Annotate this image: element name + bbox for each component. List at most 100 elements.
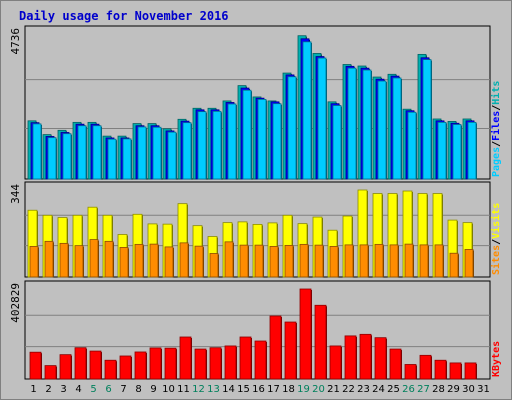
day-label: 25 (387, 384, 400, 395)
sites-bar (314, 244, 324, 278)
pages-bar (257, 98, 267, 180)
kbytes-bar (404, 364, 417, 380)
sites-bar (299, 243, 309, 278)
pages-bar (317, 57, 327, 180)
sites-bar (239, 244, 249, 278)
kbytes-bar (284, 321, 297, 380)
day-label: 1 (30, 384, 36, 395)
kbytes-max-label: 402829 (9, 283, 22, 323)
sites-bar (134, 243, 144, 278)
sites-bar (404, 243, 414, 278)
pages-bar (437, 121, 447, 180)
pages-bar (167, 131, 177, 180)
sites-bar (329, 245, 339, 278)
kbytes-bar (314, 304, 327, 380)
chart-title: Daily usage for November 2016 (19, 9, 229, 23)
kbytes-bar (89, 350, 102, 380)
day-label: 11 (177, 384, 190, 395)
pages-bar (197, 111, 207, 180)
sites-bar (44, 240, 54, 278)
pages-bar (362, 69, 372, 180)
pages-bar (332, 105, 342, 180)
day-label: 3 (60, 384, 66, 395)
day-label: 22 (342, 384, 355, 395)
sites-bar (254, 244, 264, 278)
pages-bar (107, 138, 117, 180)
sites-bar (119, 247, 129, 278)
sites-bar (359, 244, 369, 278)
kbytes-bar (164, 347, 177, 380)
pages-bar (392, 77, 402, 180)
sites-bar (104, 240, 114, 278)
kbytes-bar (239, 336, 252, 380)
day-label: 4 (75, 384, 81, 395)
pages-bar (242, 89, 252, 180)
sites-bar (179, 242, 189, 278)
sites-bar (374, 243, 384, 278)
kbytes-bar (74, 347, 87, 380)
kbytes-bar (44, 365, 57, 380)
kbytes-bar (119, 355, 132, 380)
pages-bar (377, 80, 387, 180)
kbytes-bar (209, 347, 222, 380)
sites-bar (284, 244, 294, 278)
day-label: 19 (297, 384, 310, 395)
legend-separator: / (491, 105, 502, 111)
kbytes-bar (224, 345, 237, 380)
day-label: 13 (207, 384, 220, 395)
kbytes-bar (269, 315, 282, 380)
kbytes-bar (344, 335, 357, 380)
pages-bar (182, 122, 192, 180)
pages-bar (287, 76, 297, 180)
day-label: 6 (105, 384, 111, 395)
day-label: 5 (90, 384, 96, 395)
visits_sites-side-legend: Sites/Visits (490, 203, 502, 275)
sites-bar (434, 244, 444, 278)
sites-bar (449, 252, 459, 278)
pages-bar (137, 126, 147, 180)
hits_files_pages-side-legend: Pages/Files/Hits (490, 81, 502, 177)
day-label: 12 (192, 384, 205, 395)
sites-bar (194, 245, 204, 278)
kbytes-bar (374, 337, 387, 380)
day-label: 15 (237, 384, 250, 395)
kbytes-bar (149, 347, 162, 380)
sites-bar (464, 249, 474, 278)
pages-bar (152, 126, 162, 180)
kbytes-bar (299, 288, 312, 380)
pages-bar (302, 41, 312, 180)
kbytes-bar (134, 351, 147, 380)
kbytes-bar (329, 345, 342, 380)
pages-bar (272, 103, 282, 180)
day-label: 14 (222, 384, 235, 395)
sites-bar (269, 245, 279, 278)
kbytes-bar (449, 362, 462, 380)
day-label: 9 (150, 384, 156, 395)
pages-bar (122, 138, 132, 180)
legend-kbytes: KBytes (491, 341, 502, 377)
pages-bar (452, 124, 462, 180)
day-label: 26 (402, 384, 415, 395)
kbytes-side-legend: KBytes (491, 341, 502, 377)
sites-bar (149, 243, 159, 278)
pages-bar (227, 103, 237, 180)
kbytes-bar (464, 362, 477, 380)
legend-pages: Pages (491, 147, 502, 177)
pages-bar (407, 111, 417, 180)
legend-separator: / (491, 239, 502, 245)
day-label: 16 (252, 384, 265, 395)
sites-bar (209, 253, 219, 278)
day-label: 28 (432, 384, 445, 395)
legend-separator: / (491, 141, 502, 147)
legend-files: Files (490, 111, 502, 141)
day-label: 8 (135, 384, 141, 395)
kbytes-bar (389, 348, 402, 380)
day-label: 18 (282, 384, 295, 395)
legend-sites: Sites (490, 245, 502, 275)
pages-bar (77, 125, 87, 180)
kbytes-bar (29, 351, 42, 380)
pages-bar (212, 110, 222, 180)
hits_files_pages-max-label: 4736 (9, 28, 22, 55)
